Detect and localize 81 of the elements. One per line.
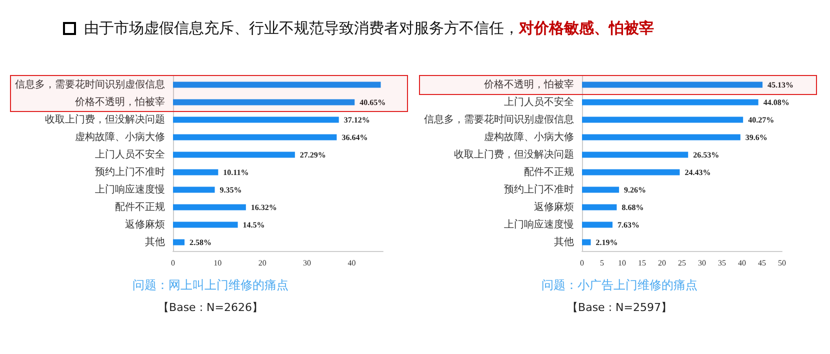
y-tick-label: 收取上门费，但没解决问题 (45, 113, 165, 126)
x-tick-label: 40 (738, 258, 746, 268)
data-label: 44.08% (763, 98, 790, 107)
y-tick-label: 信息多，需要花时间识别虚假信息 (15, 78, 165, 90)
y-tick-label: 配件不正规 (524, 166, 574, 178)
text: 由于市场虚假信息充斥、行业不规范导致消费者对服务方不信任， (84, 18, 519, 38)
y-tick-label: 其他 (554, 236, 574, 248)
text: 【Base : N=2597】 (567, 300, 672, 315)
bar (582, 134, 740, 140)
data-label: 10.11% (223, 168, 249, 177)
data-label: 14.5% (242, 220, 265, 230)
y-tick-label: 价格不透明，怕被宰 (483, 78, 574, 90)
data-label: 16.32% (250, 202, 277, 212)
data-label: 36.64% (342, 132, 368, 142)
x-tick-label: 50 (778, 258, 786, 268)
y-tick-label: 上门人员不安全 (504, 96, 574, 108)
bar (582, 239, 591, 246)
y-tick-label: 其他 (145, 236, 165, 248)
bar (582, 169, 680, 176)
y-tick-label: 虚构故障、小病大修 (484, 130, 574, 143)
y-tick-label: 信息多，需要花时间识别虚假信息 (424, 113, 574, 126)
text: 【Base : N=2626】 (158, 300, 263, 315)
bar (582, 204, 617, 210)
x-tick-label: 45 (758, 258, 766, 268)
y-tick-label: 价格不透明，怕被宰 (74, 96, 165, 108)
y-tick-label: 上门人员不安全 (95, 148, 165, 160)
data-label: 27.29% (300, 150, 326, 160)
x-tick-label: 10 (214, 258, 222, 268)
y-tick-label: 收取上门费，但没解决问题 (454, 148, 574, 160)
bar (173, 99, 355, 106)
data-label: 2.58% (190, 238, 212, 247)
data-label: 9.26% (624, 185, 646, 194)
data-label: 45.13% (768, 80, 794, 90)
x-tick-label: 35 (718, 258, 726, 268)
bar (173, 134, 337, 140)
x-tick-label: 10 (618, 258, 626, 268)
x-tick-label: 20 (658, 258, 666, 268)
y-tick-label: 上门响应速度慢 (504, 218, 574, 230)
x-tick-label: 25 (678, 258, 686, 268)
x-tick-label: 30 (698, 258, 706, 268)
data-label: 26.53% (693, 150, 720, 160)
x-tick-label: 5 (600, 258, 604, 268)
y-tick-label: 返修麻烦 (534, 200, 574, 213)
bar (582, 222, 613, 228)
x-tick-label: 30 (303, 258, 312, 268)
bar (582, 99, 758, 106)
x-axis-title: 问题：小广告上门维修的痛点 (542, 277, 698, 294)
y-tick-label: 配件不正规 (115, 200, 165, 213)
text: 对价格敏感、怕被宰 (519, 18, 654, 38)
bar (582, 152, 688, 158)
bar (173, 222, 238, 228)
y-tick-label: 上门响应速度慢 (95, 183, 165, 196)
bar (582, 116, 744, 123)
data-label: 37.12% (344, 115, 370, 124)
y-tick-label: 返修麻烦 (125, 218, 165, 230)
y-tick-label: 虚构故障、小病大修 (75, 130, 165, 143)
bar (173, 116, 339, 123)
bar (582, 82, 763, 88)
data-label: 39.6% (745, 132, 768, 142)
data-label: 24.43% (684, 168, 711, 177)
x-tick-label: 0 (580, 258, 584, 268)
x-tick-label: 20 (258, 258, 266, 268)
y-tick-label: 预约上门不准时 (504, 183, 574, 196)
bar (173, 186, 215, 193)
x-tick-label: 0 (171, 258, 175, 268)
data-label: 7.63% (618, 220, 640, 230)
x-tick-label: 15 (638, 258, 646, 268)
data-label: 40.65% (360, 98, 386, 107)
bar (582, 186, 620, 193)
x-tick-label: 40 (348, 258, 356, 268)
data-label: 8.68% (622, 202, 644, 212)
bar (173, 204, 246, 210)
bar (173, 152, 295, 158)
bar (173, 82, 381, 88)
data-label: 40.27% (748, 115, 774, 124)
data-label: 2.19% (596, 238, 618, 247)
bar (173, 239, 185, 246)
data-label: 9.35% (220, 185, 242, 194)
bar (173, 169, 218, 176)
x-axis-title: 问题：网上叫上门维修的痛点 (132, 277, 288, 294)
y-tick-label: 预约上门不准时 (95, 166, 165, 178)
